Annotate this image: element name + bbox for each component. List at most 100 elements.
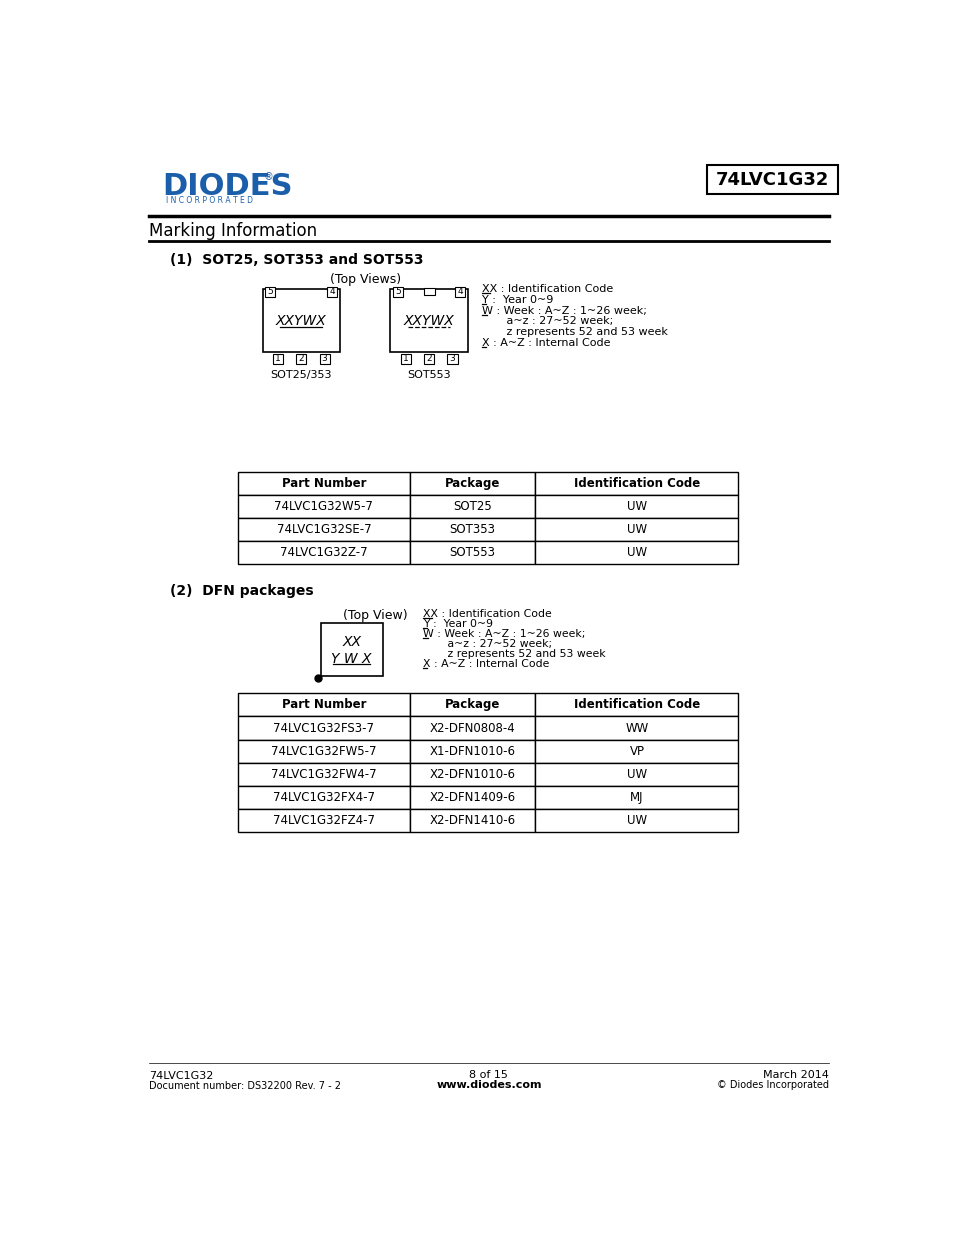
Text: 5: 5 [267,288,273,296]
Bar [423,288,435,294]
Bar [535,785,738,809]
Bar [535,809,738,832]
Text: Marking Information: Marking Information [149,222,316,241]
Text: a~z : 27~52 week;: a~z : 27~52 week; [481,316,613,326]
Bar [410,785,535,809]
Text: XX: XX [342,635,361,648]
Text: Y :  Year 0~9: Y : Year 0~9 [481,295,553,305]
Bar [237,740,410,763]
Text: Identification Code: Identification Code [573,699,700,711]
Text: SOT25/353: SOT25/353 [271,370,332,380]
Text: SOT553: SOT553 [407,370,451,380]
Bar [393,287,403,296]
Text: SOT553: SOT553 [449,546,496,559]
Text: 4: 4 [456,288,462,296]
Text: UW: UW [626,500,646,513]
Bar [455,287,465,296]
Text: 74LVC1G32SE-7: 74LVC1G32SE-7 [276,522,371,536]
Text: 5: 5 [395,288,400,296]
Bar [296,353,306,364]
Bar [410,763,535,785]
Bar [535,693,738,716]
Bar [535,740,738,763]
Text: X2-DFN1409-6: X2-DFN1409-6 [429,790,516,804]
Bar [237,495,410,517]
Bar [410,472,535,495]
Bar [390,289,468,352]
Text: 2: 2 [426,354,432,363]
Text: Part Number: Part Number [281,477,366,489]
Bar [535,763,738,785]
Bar [400,353,411,364]
Text: Package: Package [444,477,499,489]
Bar [535,716,738,740]
Bar [410,716,535,740]
Bar [410,809,535,832]
Text: SOT25: SOT25 [453,500,492,513]
Bar [410,517,535,541]
Text: (1)  SOT25, SOT353 and SOT553: (1) SOT25, SOT353 and SOT553 [170,253,423,267]
Text: Part Number: Part Number [281,699,366,711]
Text: UW: UW [626,546,646,559]
Text: X2-DFN1410-6: X2-DFN1410-6 [429,814,516,827]
Text: (Top Views): (Top Views) [330,273,401,285]
Bar [327,287,337,296]
Text: 74LVC1G32Z-7: 74LVC1G32Z-7 [280,546,367,559]
Bar [410,693,535,716]
Text: 4: 4 [329,288,335,296]
Text: SOT353: SOT353 [449,522,496,536]
Text: X2-DFN0808-4: X2-DFN0808-4 [429,721,515,735]
Text: 74LVC1G32FW4-7: 74LVC1G32FW4-7 [271,768,376,781]
Text: XX : Identification Code: XX : Identification Code [481,284,613,294]
Text: W : Week : A~Z : 1~26 week;: W : Week : A~Z : 1~26 week; [481,306,646,316]
Text: XX : Identification Code: XX : Identification Code [422,609,551,619]
Text: Identification Code: Identification Code [573,477,700,489]
Bar [535,472,738,495]
Bar [424,353,434,364]
Text: X : A~Z : Internal Code: X : A~Z : Internal Code [422,659,549,669]
Text: a~z : 27~52 week;: a~z : 27~52 week; [422,638,552,650]
Bar [410,495,535,517]
Bar [535,495,738,517]
Text: 74LVC1G32: 74LVC1G32 [715,170,828,189]
Bar [447,353,457,364]
Text: 74LVC1G32W5-7: 74LVC1G32W5-7 [274,500,373,513]
Bar [320,624,382,676]
Text: Y W X: Y W X [331,652,372,666]
Text: 74LVC1G32: 74LVC1G32 [149,1071,213,1081]
Text: X2-DFN1010-6: X2-DFN1010-6 [429,768,516,781]
Text: 74LVC1G32FS3-7: 74LVC1G32FS3-7 [274,721,374,735]
Bar [237,517,410,541]
Text: UW: UW [626,522,646,536]
Text: 8 of 15: 8 of 15 [469,1070,508,1079]
Bar [237,693,410,716]
Text: Y :  Year 0~9: Y : Year 0~9 [422,619,493,629]
Text: 74LVC1G32FW5-7: 74LVC1G32FW5-7 [271,745,376,757]
Bar [237,716,410,740]
Text: 74LVC1G32FX4-7: 74LVC1G32FX4-7 [273,790,375,804]
Bar [706,165,838,194]
Text: 1: 1 [275,354,281,363]
Bar [410,541,535,564]
Text: W : Week : A~Z : 1~26 week;: W : Week : A~Z : 1~26 week; [422,629,585,638]
Text: UW: UW [626,768,646,781]
Text: WW: WW [624,721,648,735]
Text: z represents 52 and 53 week: z represents 52 and 53 week [422,650,605,659]
Text: March 2014: March 2014 [762,1071,828,1081]
Text: Package: Package [444,699,499,711]
Text: DIODES: DIODES [162,172,292,201]
Text: © Diodes Incorporated: © Diodes Incorporated [717,1081,828,1091]
Bar [237,763,410,785]
Bar [319,353,330,364]
Text: X1-DFN1010-6: X1-DFN1010-6 [429,745,516,757]
Text: MJ: MJ [630,790,643,804]
Text: I N C O R P O R A T E D: I N C O R P O R A T E D [166,196,253,205]
Text: 3: 3 [321,354,327,363]
Bar [262,289,340,352]
Text: 1: 1 [403,354,409,363]
Text: X : A~Z : Internal Code: X : A~Z : Internal Code [481,338,610,348]
Bar [535,517,738,541]
Text: 74LVC1G32FZ4-7: 74LVC1G32FZ4-7 [273,814,375,827]
Text: UW: UW [626,814,646,827]
Bar [237,785,410,809]
